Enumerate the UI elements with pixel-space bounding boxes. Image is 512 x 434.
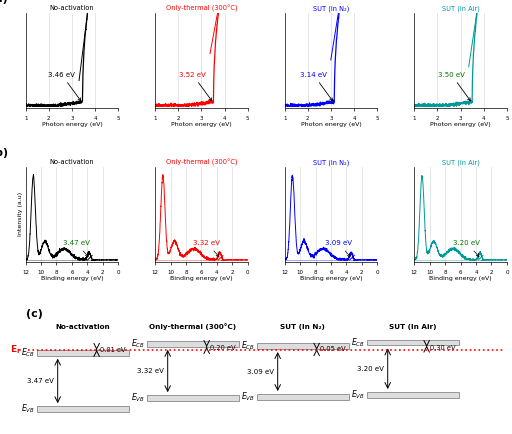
Bar <box>37 406 129 412</box>
Text: (b): (b) <box>0 148 9 158</box>
Text: $E_{VB}$: $E_{VB}$ <box>351 388 365 401</box>
Title: SUT (In N₂): SUT (In N₂) <box>313 159 349 166</box>
Text: 3.14 eV: 3.14 eV <box>300 72 332 101</box>
Title: No-activation: No-activation <box>50 159 94 165</box>
Title: Only-thermal (300°C): Only-thermal (300°C) <box>166 4 237 12</box>
Text: 3.47 eV: 3.47 eV <box>27 378 54 384</box>
Text: (c): (c) <box>26 309 42 319</box>
Bar <box>37 350 129 356</box>
Text: (a): (a) <box>0 0 8 3</box>
Text: 0.05 eV: 0.05 eV <box>321 346 346 352</box>
Title: No-activation: No-activation <box>50 5 94 11</box>
X-axis label: Photon energy (eV): Photon energy (eV) <box>301 122 361 127</box>
Text: $E_{CB}$: $E_{CB}$ <box>241 340 255 352</box>
Text: 3.52 eV: 3.52 eV <box>179 72 212 101</box>
Text: $E_{VB}$: $E_{VB}$ <box>131 392 145 404</box>
Text: Only-thermal (300°C): Only-thermal (300°C) <box>150 323 237 330</box>
Text: 3.20 eV: 3.20 eV <box>357 366 384 372</box>
Text: $\mathbf{E_F}$: $\mathbf{E_F}$ <box>10 344 22 356</box>
Y-axis label: Intensity (a.u): Intensity (a.u) <box>18 192 23 237</box>
Bar <box>147 341 239 347</box>
X-axis label: Binding energy (eV): Binding energy (eV) <box>170 276 233 281</box>
Bar <box>257 343 349 349</box>
Text: 3.46 eV: 3.46 eV <box>48 72 81 101</box>
Text: $E_{CB}$: $E_{CB}$ <box>351 336 365 349</box>
Text: 3.32 eV: 3.32 eV <box>137 368 164 374</box>
X-axis label: Photon energy (eV): Photon energy (eV) <box>41 122 102 127</box>
X-axis label: Photon energy (eV): Photon energy (eV) <box>171 122 232 127</box>
Text: $E_{VB}$: $E_{VB}$ <box>21 403 35 415</box>
Text: 3.32 eV: 3.32 eV <box>193 240 220 256</box>
Title: SUT (In Air): SUT (In Air) <box>442 5 480 12</box>
Text: SUT (In Air): SUT (In Air) <box>389 324 437 330</box>
Bar <box>367 340 459 345</box>
Text: $E_{CB}$: $E_{CB}$ <box>131 338 145 350</box>
X-axis label: Binding energy (eV): Binding energy (eV) <box>300 276 362 281</box>
Text: $E_{CB}$: $E_{CB}$ <box>21 347 35 359</box>
Text: 3.47 eV: 3.47 eV <box>62 240 90 256</box>
Text: 3.09 eV: 3.09 eV <box>325 240 352 256</box>
Text: 0.30 eV: 0.30 eV <box>430 345 456 351</box>
Text: SUT (In N₂): SUT (In N₂) <box>281 324 325 330</box>
Title: Only-thermal (300°C): Only-thermal (300°C) <box>166 158 237 166</box>
Text: 0.20 eV: 0.20 eV <box>210 345 236 352</box>
Title: SUT (In Air): SUT (In Air) <box>442 159 480 166</box>
X-axis label: Binding energy (eV): Binding energy (eV) <box>40 276 103 281</box>
Text: No-activation: No-activation <box>55 324 110 330</box>
Text: 3.09 eV: 3.09 eV <box>247 368 274 375</box>
Text: 0.01 eV: 0.01 eV <box>100 347 126 353</box>
Text: $E_{VB}$: $E_{VB}$ <box>241 391 255 403</box>
Title: SUT (In N₂): SUT (In N₂) <box>313 5 349 12</box>
X-axis label: Binding energy (eV): Binding energy (eV) <box>429 276 492 281</box>
Text: 3.20 eV: 3.20 eV <box>453 240 480 256</box>
Bar <box>367 392 459 398</box>
X-axis label: Photon energy (eV): Photon energy (eV) <box>430 122 491 127</box>
Text: 3.50 eV: 3.50 eV <box>438 72 471 101</box>
Bar <box>257 394 349 400</box>
Bar <box>147 395 239 401</box>
